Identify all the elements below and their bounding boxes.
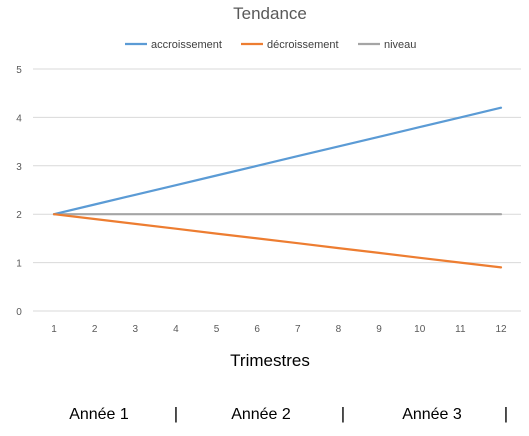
gridlines (33, 68, 521, 312)
legend-label-accroissement: accroissement (151, 39, 222, 51)
y-axis-ticks: 0 1 2 3 4 5 (16, 65, 22, 318)
y-tick-label: 5 (16, 65, 22, 76)
x-tick-label: 9 (376, 324, 382, 335)
x-tick-label: 3 (132, 324, 138, 335)
x-axis-ticks: 1 2 3 4 5 6 7 8 9 10 11 12 (51, 324, 507, 335)
x-tick-label: 11 (455, 324, 466, 335)
y-tick-label: 3 (16, 162, 22, 173)
year-separator-1: | (174, 404, 178, 423)
x-tick-label: 6 (254, 324, 260, 335)
legend-label-décroissement: décroissement (267, 39, 339, 51)
year-label-2: Année 2 (231, 406, 291, 423)
x-tick-label: 2 (92, 324, 98, 335)
x-tick-label: 7 (295, 324, 301, 335)
x-tick-label: 12 (495, 324, 507, 335)
y-tick-label: 2 (16, 210, 22, 221)
x-tick-label: 5 (214, 324, 220, 335)
x-tick-label: 10 (414, 324, 426, 335)
legend-label-niveau: niveau (384, 39, 416, 51)
y-tick-label: 1 (16, 259, 22, 270)
x-tick-label: 1 (51, 324, 57, 335)
year-label-1: Année 1 (69, 406, 129, 423)
chart-title: Tendance (233, 4, 307, 23)
year-label-3: Année 3 (402, 406, 462, 423)
x-tick-label: 4 (173, 324, 179, 335)
series-line-décroissement (52, 213, 503, 269)
x-axis-label: Trimestres (230, 351, 310, 370)
series-line-accroissement (52, 106, 503, 216)
y-tick-label: 0 (16, 307, 22, 318)
series-lines (52, 106, 503, 269)
x-tick-label: 8 (336, 324, 342, 335)
y-tick-label: 4 (16, 113, 22, 124)
legend: accroissement décroissement niveau (125, 39, 416, 51)
year-separator-3: | (504, 404, 508, 423)
year-separator-2: | (341, 404, 345, 423)
